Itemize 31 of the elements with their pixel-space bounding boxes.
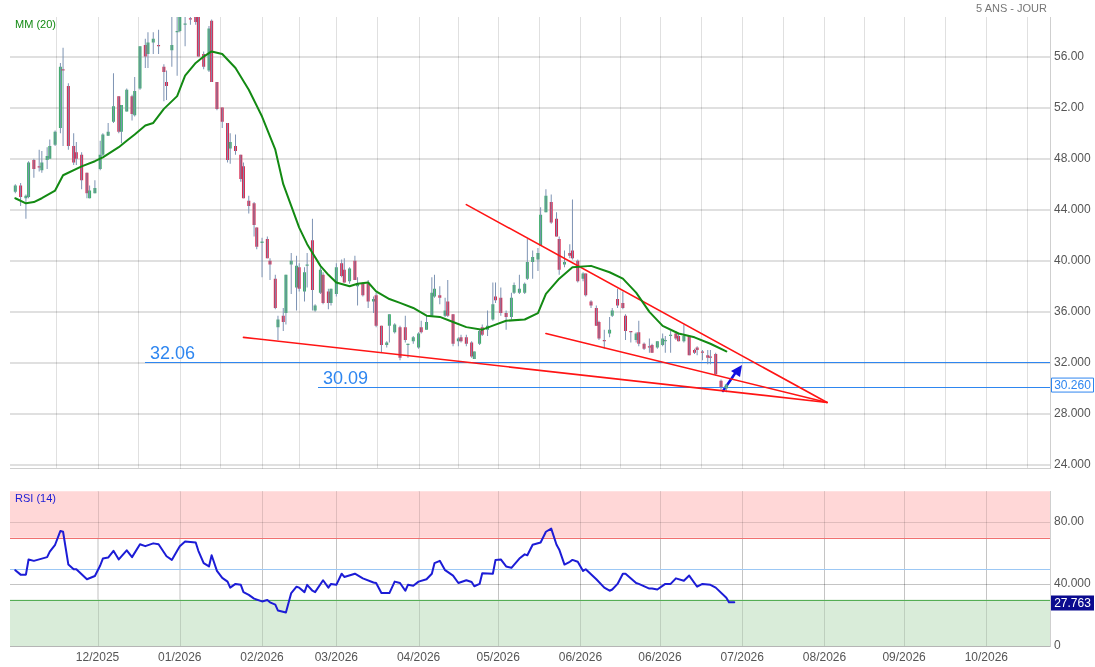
y-tick-label: 40.000: [1054, 253, 1092, 268]
y-tick-label: 0: [1054, 638, 1061, 653]
x-tick-label: 09/2026: [882, 649, 927, 664]
x-tick-label: 01/2026: [158, 649, 202, 664]
x-tick-label: 08/2026: [802, 649, 847, 664]
x-tick-label: 06/2026: [558, 649, 603, 664]
y-tick-label: 44.000: [1054, 202, 1092, 217]
y-tick-label: 28.000: [1054, 406, 1092, 421]
x-tick-label: 04/2026: [396, 649, 441, 664]
text: RSI (14): [15, 492, 56, 505]
annotation: 27.763: [1054, 596, 1092, 611]
x-tick-label: 07/2026: [720, 649, 765, 664]
x-tick-label: 02/2026: [240, 649, 285, 664]
y-tick-label: 32.000: [1054, 355, 1092, 370]
ref-line-label: 30.09: [323, 367, 369, 388]
text: MM (20): [15, 18, 56, 31]
x-tick-label: 10/2026: [964, 649, 1009, 664]
y-tick-label: 36.000: [1054, 304, 1092, 319]
x-tick-label: 06/2026: [638, 649, 683, 664]
y-tick-label: 40.000: [1054, 576, 1092, 591]
x-tick-label: 05/2026: [476, 649, 521, 664]
y-tick-label: 80.00: [1054, 514, 1085, 529]
y-tick-label: 52.00: [1054, 99, 1085, 114]
ref-line-label: 32.06: [150, 342, 196, 363]
y-tick-label: 48.000: [1054, 150, 1092, 165]
text: 5 ANS - JOUR: [976, 2, 1048, 15]
x-tick-label: 12/2025: [75, 649, 120, 664]
y-tick-label: 24.000: [1054, 457, 1092, 472]
annotation: 30.260: [1054, 378, 1092, 393]
y-tick-label: 56.00: [1054, 48, 1085, 63]
x-tick-label: 03/2026: [314, 649, 359, 664]
